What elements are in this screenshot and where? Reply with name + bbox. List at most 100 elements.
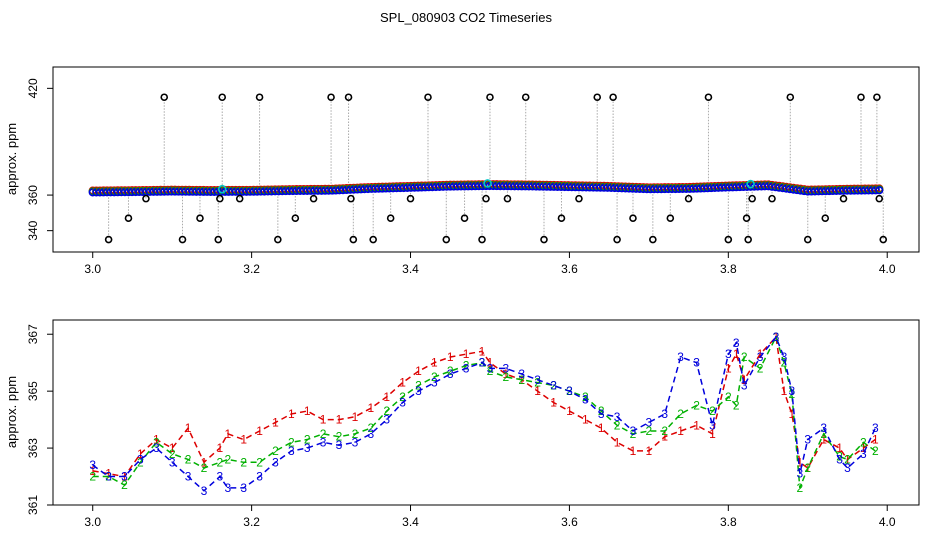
- series-2-marker: 2: [836, 450, 843, 464]
- series-1-marker: 1: [566, 404, 573, 418]
- series-2-marker: 2: [804, 461, 811, 475]
- bottom-xtick-label: 3.6: [561, 515, 578, 529]
- top-outlier-point: [424, 93, 432, 102]
- series-2-marker: 2: [137, 455, 144, 469]
- series-1-marker: 1: [320, 413, 327, 427]
- series-2-marker: 2: [860, 435, 867, 449]
- top-baseline-points: [88, 179, 884, 197]
- top-outlier-point: [744, 235, 752, 244]
- series-1-marker: 1: [352, 410, 359, 424]
- series-3-marker: 3: [566, 384, 573, 398]
- series-2-marker: 2: [614, 418, 621, 432]
- series-3-marker: 3: [304, 441, 311, 455]
- series-1-marker: 1: [757, 347, 764, 361]
- series-3-marker: 3: [105, 470, 112, 484]
- series-2-marker: 2: [487, 364, 494, 378]
- series-1-marker: 1: [582, 413, 589, 427]
- series-3-marker: 3: [709, 418, 716, 432]
- series-2-marker: 2: [169, 447, 176, 461]
- series-1-marker: 1: [487, 356, 494, 370]
- top-axes: 3.0 3.2 3.4 3.6 3.8 4.0 340 360 420: [26, 78, 896, 276]
- top-xtick-label: 3.0: [84, 262, 101, 276]
- series-2-marker: 2: [503, 370, 510, 384]
- series-3-marker: 3: [860, 447, 867, 461]
- series-3-marker: 3: [479, 356, 486, 370]
- series-3-marker: 3: [240, 481, 247, 495]
- bottom-xtick-label: 3.2: [243, 515, 260, 529]
- series-1-marker: 1: [598, 421, 605, 435]
- top-highlight-point: [217, 184, 227, 194]
- series-3-marker: 3: [431, 376, 438, 390]
- series-3-marker: 3: [677, 350, 684, 364]
- series-2-marker: 2: [463, 359, 470, 373]
- series-3-marker: 3: [789, 384, 796, 398]
- series-2-marker: 2: [415, 378, 422, 392]
- top-ytick-label: 360: [26, 185, 40, 205]
- top-outlier-point: [742, 214, 751, 223]
- series-3-marker: 3: [693, 356, 700, 370]
- series-1-marker: 1: [693, 418, 700, 432]
- series-3-marker: 3: [614, 410, 621, 424]
- series-2-marker: 2: [352, 427, 359, 441]
- series-2-marker: 2: [201, 461, 208, 475]
- series-1-marker: 1: [217, 441, 224, 455]
- series-3-marker: 3: [844, 461, 851, 475]
- series-3-marker: 3: [185, 470, 192, 484]
- series-1-marker: 1: [479, 344, 486, 358]
- top-highlight-point: [483, 179, 492, 188]
- series-1-marker: 1: [224, 427, 231, 441]
- series-1-marker: 1: [201, 455, 208, 469]
- top-outlier-point: [873, 93, 881, 102]
- series-1-marker: 1: [781, 384, 788, 398]
- series-1-marker: 1: [677, 424, 684, 438]
- series-1-marker: 1: [137, 447, 144, 461]
- top-outlier-point: [442, 235, 451, 244]
- series-1-marker: 1: [415, 364, 422, 378]
- bottom-ytick-label: 365: [26, 381, 40, 401]
- top-outlier-point: [344, 93, 353, 102]
- top-outlier-point: [704, 93, 713, 102]
- bottom-ytick-label: 367: [26, 324, 40, 344]
- series-2-marker: 2: [272, 444, 279, 458]
- top-xtick-label: 3.6: [561, 262, 578, 276]
- series-3-marker: 3: [89, 458, 96, 472]
- top-outlier-point: [178, 235, 187, 244]
- series-3-marker: 3: [256, 470, 263, 484]
- series-3-marker: 3: [503, 361, 510, 375]
- series-2-marker: 2: [224, 452, 231, 466]
- top-outlier-point: [879, 235, 888, 244]
- series-1-marker: 1: [796, 455, 803, 469]
- series-1-marker: 1: [185, 421, 192, 435]
- series-1-marker: 1: [503, 367, 510, 381]
- series-2-marker: 2: [288, 435, 295, 449]
- series-3-marker: 3: [773, 330, 780, 344]
- series-3-marker: 3: [757, 350, 764, 364]
- series-2-marker: 2: [757, 361, 764, 375]
- series-1-marker: 1: [733, 347, 740, 361]
- top-outlier-point: [503, 194, 512, 203]
- top-outlier-point: [575, 194, 583, 203]
- top-outlier-point: [124, 214, 133, 223]
- series-2-marker: 2: [336, 430, 343, 444]
- series-3-marker: 3: [399, 396, 406, 410]
- series-2-marker: 2: [844, 452, 851, 466]
- top-outlier-point: [291, 214, 300, 223]
- series-1-marker: 1: [534, 384, 541, 398]
- series-1-marker: 1: [550, 396, 557, 410]
- top-outlier-point: [216, 194, 224, 203]
- series-2-marker: 2: [447, 364, 454, 378]
- bottom-xtick-label: 3.4: [402, 515, 419, 529]
- top-outlier-point: [857, 93, 865, 102]
- top-outlier-point: [613, 235, 621, 244]
- series-3-marker: 3: [661, 407, 668, 421]
- series-3-marker: 3: [872, 421, 879, 435]
- series-1-marker: 1: [256, 424, 263, 438]
- series-2-marker: 2: [872, 444, 879, 458]
- series-1-marker: 1: [447, 350, 454, 364]
- series-1-marker: 1: [789, 407, 796, 421]
- top-outlier-point: [486, 93, 494, 102]
- top-outlier-point: [593, 93, 602, 102]
- series-1-marker: 1: [153, 433, 160, 447]
- top-outlier-point: [649, 235, 657, 244]
